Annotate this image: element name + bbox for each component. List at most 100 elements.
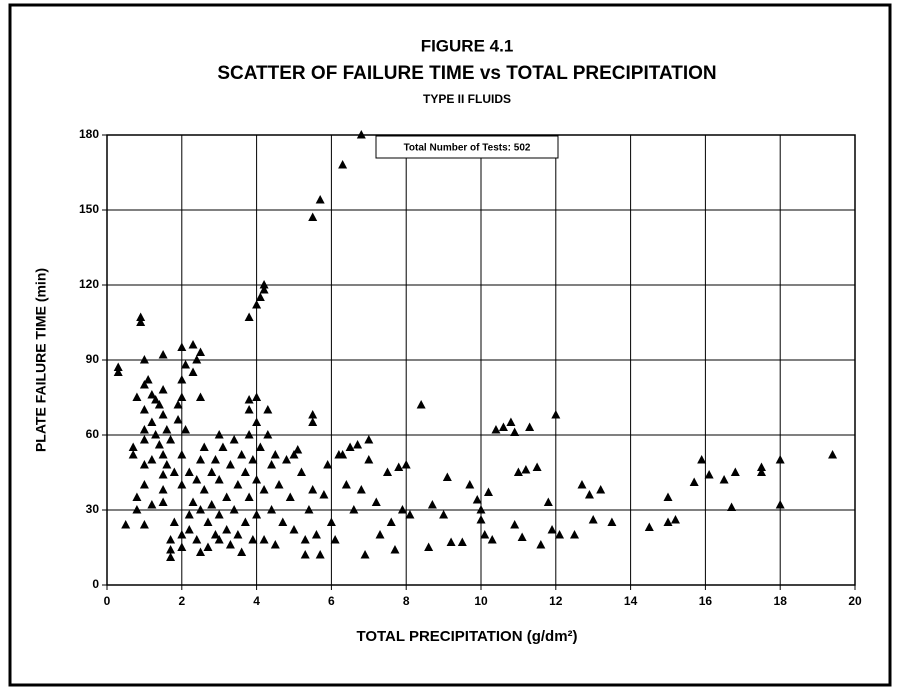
data-point <box>704 470 714 479</box>
data-point <box>225 460 235 469</box>
data-point <box>166 545 176 554</box>
data-point <box>364 435 374 444</box>
data-point <box>196 392 205 401</box>
y-tick-label: 0 <box>92 577 99 591</box>
chart-title: FIGURE 4.1 <box>421 36 514 55</box>
data-point <box>289 525 299 534</box>
chart-subtitle: SCATTER OF FAILURE TIME vs TOTAL PRECIPI… <box>217 63 716 84</box>
data-point <box>727 502 737 511</box>
data-point <box>300 550 310 559</box>
data-point <box>338 450 348 459</box>
data-point <box>263 430 273 439</box>
data-point <box>401 460 411 469</box>
data-point <box>255 292 265 301</box>
y-tick-label: 120 <box>79 277 99 291</box>
x-tick-label: 8 <box>403 594 410 608</box>
data-point <box>472 495 482 504</box>
x-tick-label: 12 <box>549 594 563 608</box>
data-point <box>278 517 288 526</box>
data-point <box>345 442 355 451</box>
data-point <box>285 492 295 501</box>
data-point <box>311 530 321 539</box>
data-point <box>181 360 191 369</box>
data-point <box>349 505 359 514</box>
data-point <box>196 547 205 556</box>
data-point <box>192 535 202 544</box>
data-point <box>139 480 149 489</box>
data-point <box>356 130 366 139</box>
data-point <box>442 472 452 481</box>
data-point <box>506 417 516 426</box>
data-point <box>547 525 557 534</box>
x-tick-label: 16 <box>699 594 713 608</box>
data-point <box>282 455 292 464</box>
y-tick-label: 180 <box>79 127 99 141</box>
data-point <box>263 405 273 414</box>
data-point <box>510 520 520 529</box>
data-point <box>584 490 594 499</box>
y-tick-label: 90 <box>86 352 100 366</box>
data-point <box>697 455 707 464</box>
data-point <box>267 505 277 514</box>
data-point <box>244 395 254 404</box>
y-tick-label: 150 <box>79 202 99 216</box>
data-point <box>397 505 407 514</box>
data-point <box>177 375 187 384</box>
data-point <box>525 422 535 431</box>
data-point <box>252 475 262 484</box>
data-point <box>233 530 243 539</box>
data-point <box>177 530 187 539</box>
data-point <box>244 492 254 501</box>
data-point <box>136 312 146 321</box>
data-point <box>188 340 198 349</box>
data-point <box>214 510 224 519</box>
data-point <box>300 535 310 544</box>
data-point <box>240 517 250 526</box>
data-point <box>184 510 194 519</box>
x-tick-label: 2 <box>178 594 185 608</box>
data-point <box>308 485 318 494</box>
data-point <box>383 467 392 476</box>
data-point <box>457 537 467 546</box>
data-point <box>416 400 426 409</box>
data-point <box>775 500 785 509</box>
data-point <box>521 465 531 474</box>
data-point <box>192 355 202 364</box>
data-point <box>136 317 146 326</box>
data-point <box>308 417 318 426</box>
data-point <box>222 525 232 534</box>
data-point <box>596 485 606 494</box>
data-point <box>259 485 269 494</box>
data-point <box>487 535 497 544</box>
x-tick-label: 20 <box>848 594 862 608</box>
data-point <box>394 462 404 471</box>
data-point <box>757 462 766 471</box>
data-point <box>237 547 247 556</box>
data-point <box>196 505 205 514</box>
data-point <box>210 530 220 539</box>
data-point <box>214 475 224 484</box>
data-point <box>483 487 493 496</box>
plot-border <box>106 134 856 586</box>
data-point <box>184 467 194 476</box>
data-point <box>730 467 740 476</box>
data-point <box>319 490 329 499</box>
data-point <box>177 392 187 401</box>
data-point <box>480 530 490 539</box>
data-point <box>577 480 587 489</box>
data-point <box>476 505 486 514</box>
data-point <box>719 475 729 484</box>
data-point <box>465 480 475 489</box>
data-point <box>192 475 202 484</box>
data-point <box>132 505 142 514</box>
data-point <box>259 280 269 289</box>
data-point <box>293 445 303 454</box>
y-tick-label: 30 <box>86 502 100 516</box>
data-point <box>439 510 449 519</box>
data-point <box>296 467 306 476</box>
data-point <box>289 450 299 459</box>
data-point <box>244 430 254 439</box>
data-point <box>207 467 217 476</box>
data-point <box>203 542 213 551</box>
data-point <box>259 285 269 294</box>
